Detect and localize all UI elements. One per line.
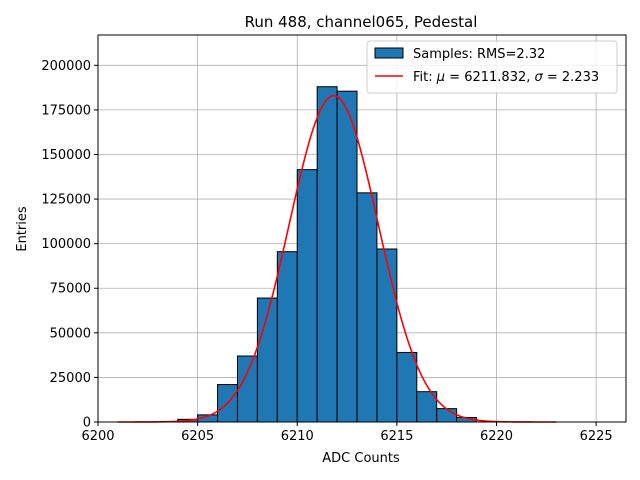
legend-fit-prefix: Fit:	[413, 70, 437, 85]
y-tick-label: 0	[83, 416, 91, 431]
x-tick-label: 6205	[181, 429, 214, 444]
histogram-bar	[376, 248, 398, 423]
legend-histogram-label: Samples: RMS=2.32	[413, 47, 545, 62]
chart-title: Run 488, channel065, Pedestal	[245, 13, 478, 31]
histogram-bar	[276, 251, 298, 423]
histogram-bar	[356, 192, 378, 423]
x-tick-label: 6210	[281, 429, 314, 444]
fit-curve-layer	[117, 94, 557, 423]
histogram-bars	[177, 86, 478, 423]
y-tick-label: 175000	[41, 103, 91, 118]
y-axis-ticks: 0 25000 50000 75000 100000 125000 150000 175000…	[41, 59, 98, 431]
legend-fit-sigma-symbol: σ	[535, 70, 544, 85]
y-tick-label: 75000	[50, 282, 91, 297]
legend-fit-mid: = 6211.832,	[445, 70, 534, 85]
x-axis-label: ADC Counts	[322, 451, 400, 466]
legend-histogram-swatch	[374, 47, 404, 59]
x-tick-label: 6220	[480, 429, 513, 444]
y-axis-label: Entries	[15, 206, 30, 252]
histogram-bar	[236, 355, 258, 423]
plot-frame	[97, 34, 627, 423]
legend-fit-label: Fit: μ = 6211.832, σ = 2.233	[413, 70, 599, 85]
y-tick-label: 100000	[41, 237, 91, 252]
histogram-bar	[296, 169, 318, 423]
y-tick-label: 200000	[41, 59, 91, 74]
legend: Samples: RMS=2.32 Fit: μ = 6211.832, σ =…	[366, 40, 618, 94]
y-tick-label: 150000	[41, 148, 91, 163]
legend-box	[366, 40, 618, 94]
legend-fit-suffix: = 2.233	[543, 70, 599, 85]
histogram-bar	[436, 408, 458, 423]
y-tick-label: 50000	[50, 326, 91, 341]
histogram-bar	[396, 351, 418, 423]
fit-curve	[117, 94, 557, 423]
x-tick-label: 6225	[580, 429, 613, 444]
x-tick-label: 6215	[380, 429, 413, 444]
histogram-bar	[316, 86, 338, 423]
x-axis-ticks: 6200 6205 6210 6215 6220 6225	[81, 422, 613, 444]
histogram-bar	[336, 90, 358, 423]
legend-fit-mu-symbol: μ	[436, 70, 445, 85]
y-tick-label: 125000	[41, 193, 91, 208]
x-tick-label: 6200	[81, 429, 114, 444]
y-tick-label: 25000	[50, 371, 91, 386]
